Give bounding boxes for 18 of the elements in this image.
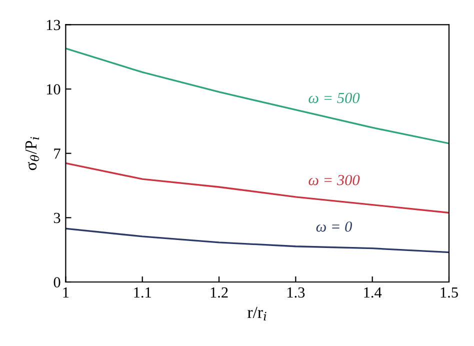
y-axis-title: σ$_{θ}$/P$_{i}$ (25, 136, 40, 170)
x-tick-label: 1.1 (134, 287, 151, 298)
x-tick-label: 1 (63, 287, 69, 298)
y-tick-label: 13 (46, 20, 60, 30)
line-series (66, 48, 449, 144)
line-series (66, 162, 449, 214)
x-axis-title: r/r$_{i}$ (248, 306, 266, 320)
series-label: ω = 0 (316, 221, 352, 232)
y-tick-label: 0 (54, 277, 60, 288)
x-tick-label: 1.5 (440, 287, 458, 298)
series-label: ω = 500 (308, 92, 360, 104)
y-tick-label: 3 (54, 212, 60, 224)
x-tick-label: 1.4 (364, 287, 382, 298)
series-label: ω = 300 (308, 174, 360, 186)
y-tick-label: 10 (46, 84, 60, 94)
y-tick-label: 7 (54, 148, 60, 159)
x-tick-label: 1.3 (287, 287, 305, 298)
x-tick-label: 1.2 (210, 287, 228, 298)
